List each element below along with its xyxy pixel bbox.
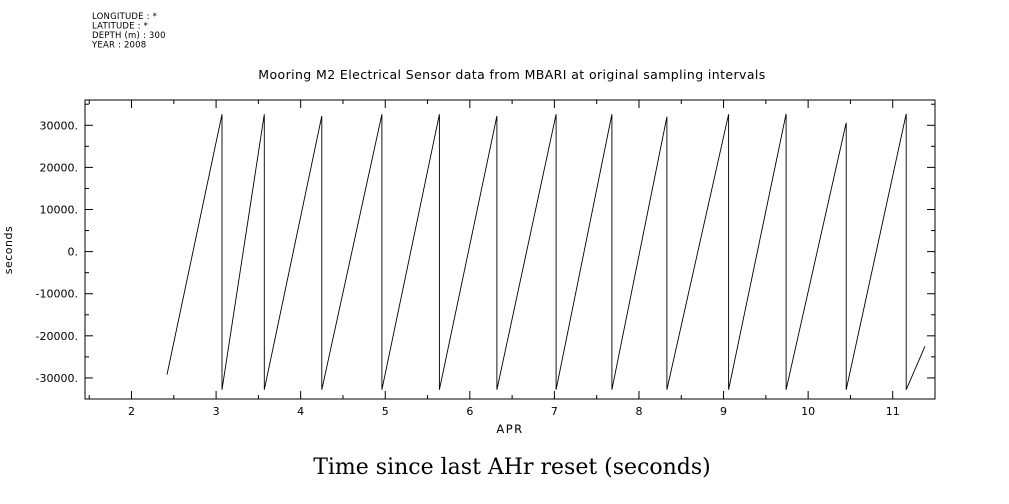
x-tick-label: 10 [801,405,815,418]
x-tick-label: 5 [382,405,389,418]
y-axis-label: seconds [2,226,15,274]
meta-year: YEAR : 2008 [91,41,146,51]
axes: 2 3 4 5 6 7 8 9 10 11 -30000. -20000. -10000. 0. 10000… [36,99,936,418]
x-axis-label: APR [496,422,523,436]
x-tick-label: 7 [551,405,558,418]
y-tick-label: -10000. [36,288,78,301]
y-tick-label: 20000. [40,161,79,174]
x-tick-label: 11 [886,405,900,418]
plot-title: Mooring M2 Electrical Sensor data from M… [258,67,765,82]
x-tick-label: 8 [635,405,642,418]
sawtooth-series [166,113,926,390]
x-tick-label: 2 [128,405,135,418]
x-tick-label: 9 [720,405,727,418]
y-tick-label: 10000. [40,203,79,216]
plot-frame [84,99,936,400]
meta-longitude: LONGITUDE : * [92,12,157,22]
y-tick-label: -20000. [36,330,78,343]
metadata-block: LONGITUDE : * LATITUDE : * DEPTH (m) : 3… [91,12,166,51]
x-tick-label: 3 [213,405,220,418]
y-tick-label: -30000. [36,372,78,385]
y-tick-label: 30000. [40,119,79,132]
x-tick-label: 4 [297,405,304,418]
meta-latitude: LATITUDE : * [92,22,148,32]
figure-caption: Time since last AHr reset (seconds) [313,455,711,480]
data-line [166,113,926,390]
x-tick-label: 6 [466,405,473,418]
y-tick-label: 0. [68,246,79,259]
meta-depth: DEPTH (m) : 300 [92,31,166,41]
